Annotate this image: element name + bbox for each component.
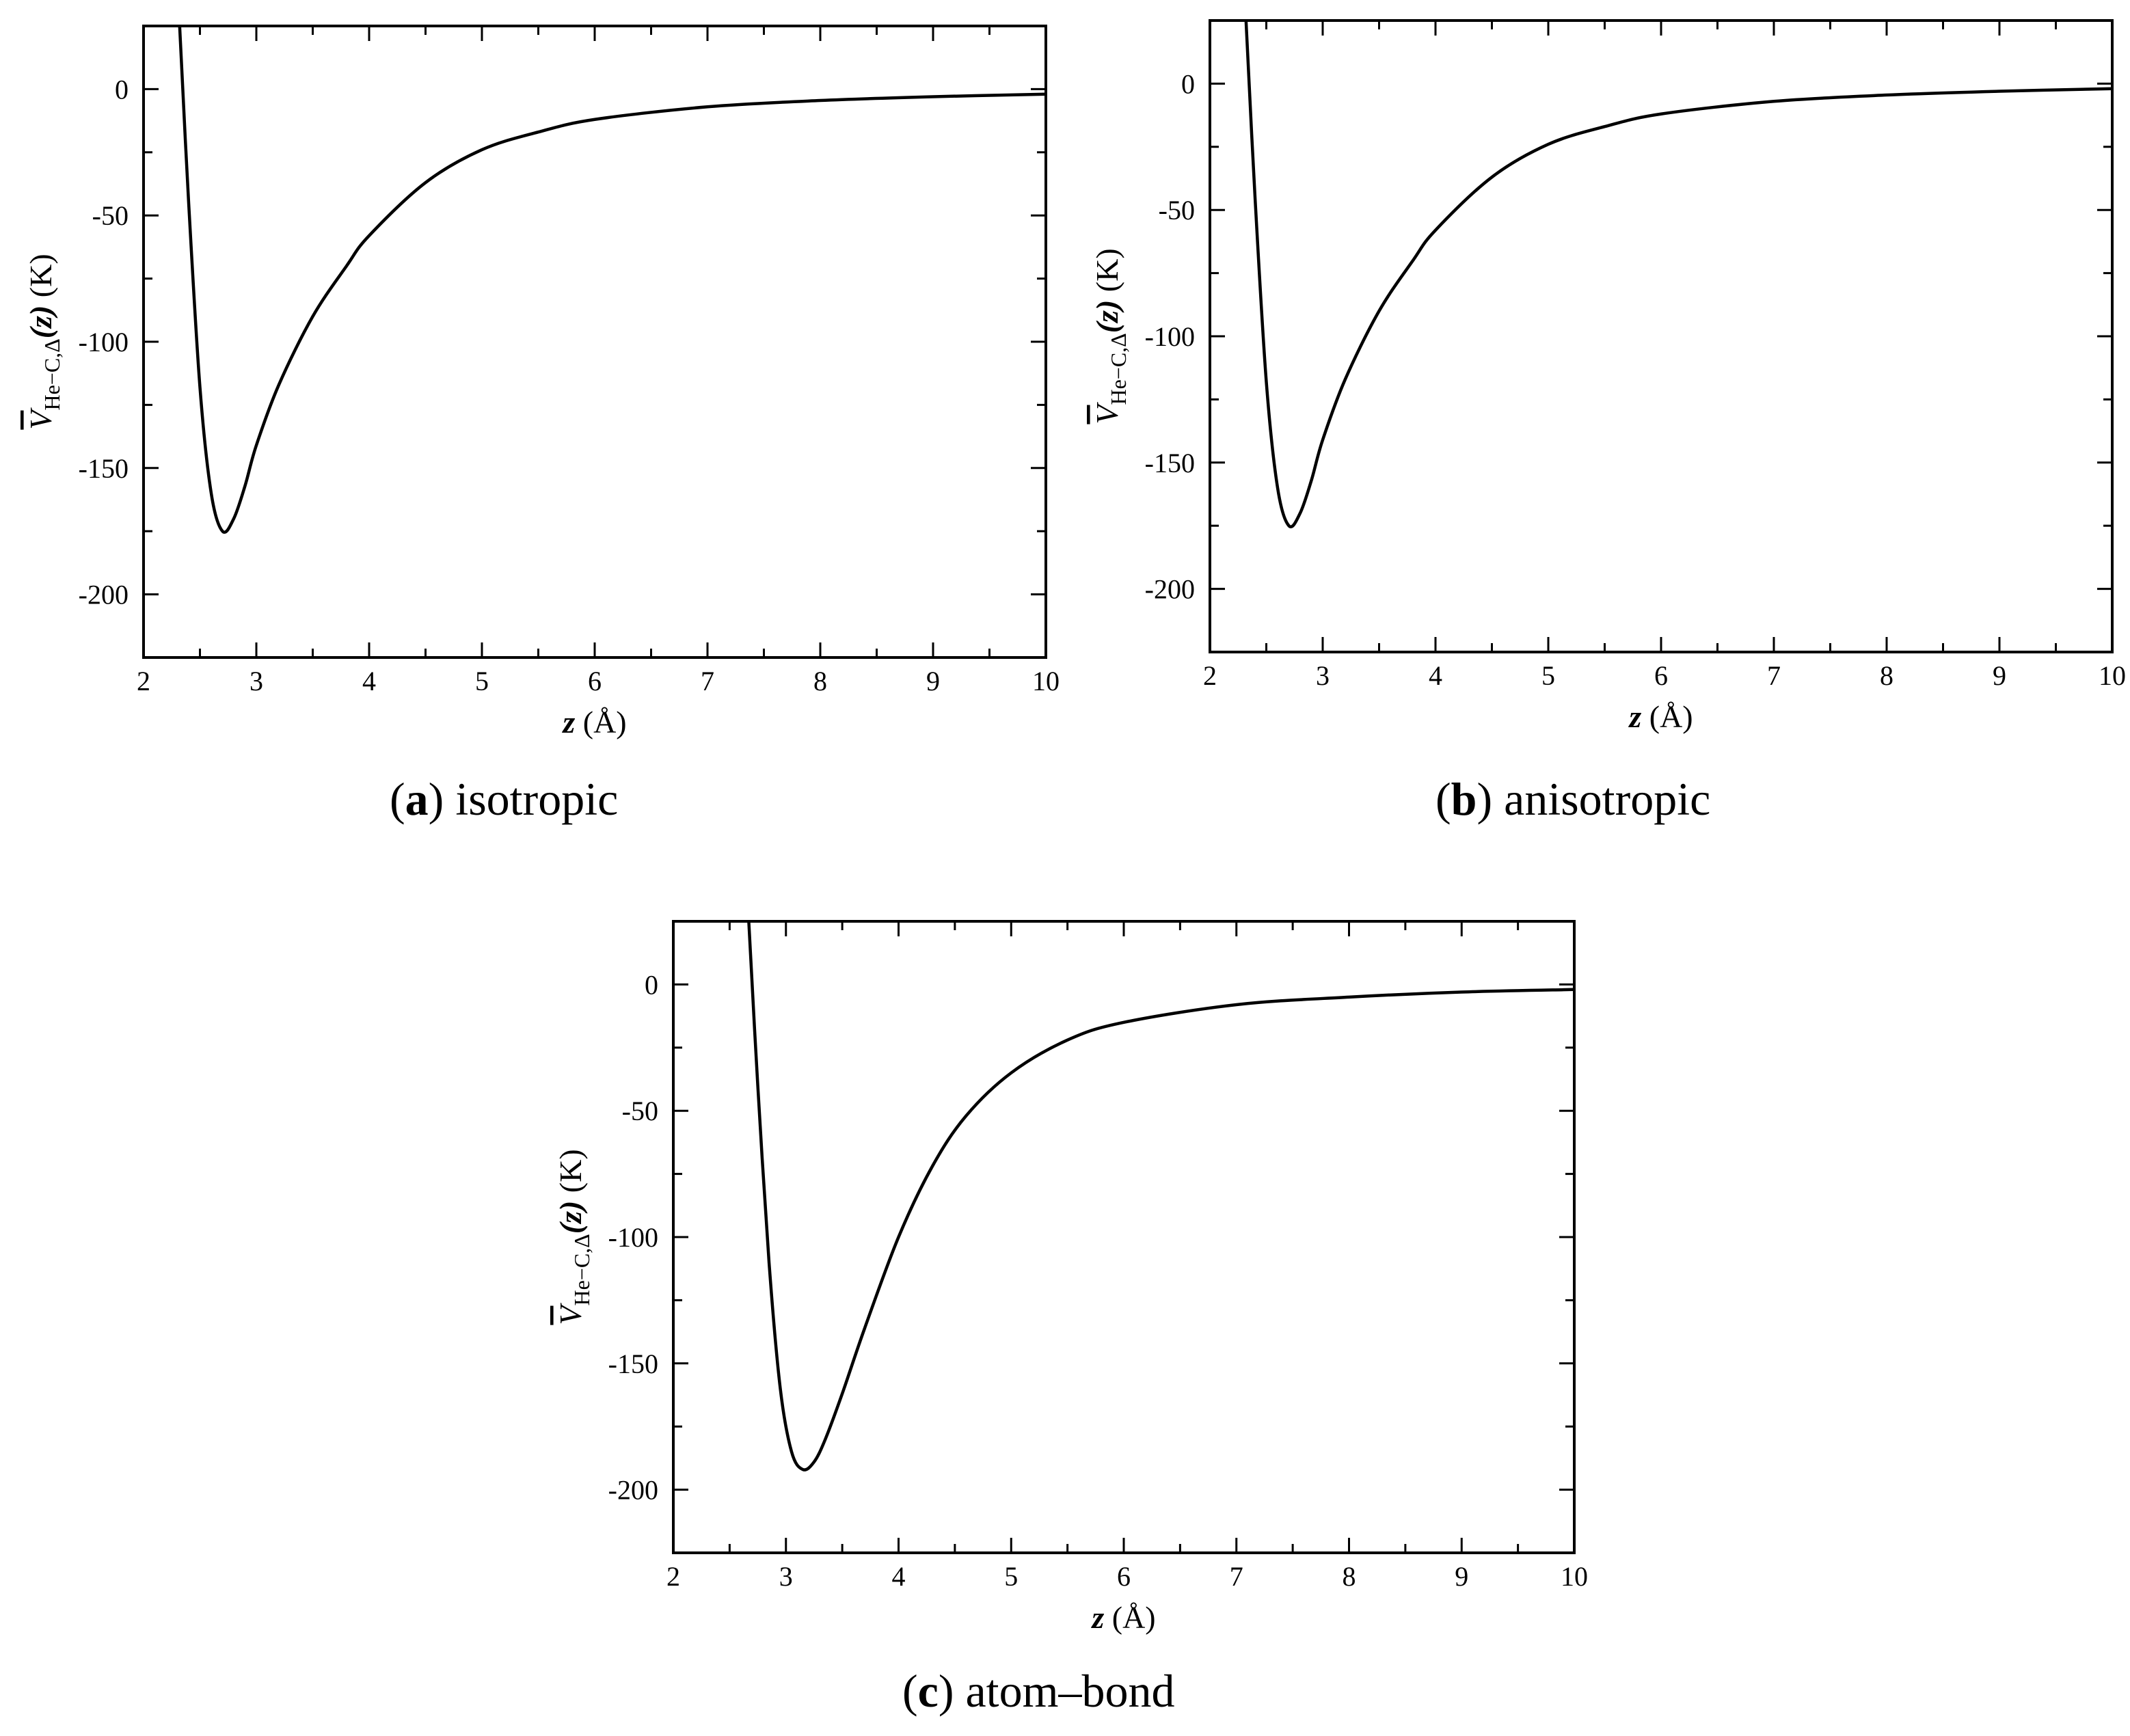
x-tick-label: 10 [2099, 660, 2126, 691]
caption-a-letter: a [405, 773, 429, 825]
y-tick-label: -200 [79, 580, 129, 610]
x-axis-label: z (Å) [1628, 699, 1693, 734]
y-axis-label: VHe−C,Δ(z) (K) [553, 1149, 594, 1325]
caption-b-letter: b [1451, 773, 1477, 825]
y-tick-label: -150 [1145, 448, 1195, 478]
chart-panel-b: 2 3 4 5 6 7 8 9 10 0 -50 -100 -150 -200 z (Å) VHe−C,Δ(z… [1066, 0, 2130, 752]
x-tick-label: 4 [362, 666, 376, 696]
caption-b: (b) anisotropic [1435, 773, 1711, 825]
x-tick-label: 7 [1767, 660, 1781, 691]
y-tick-label: -50 [1159, 195, 1195, 226]
x-tick-label: 10 [1561, 1561, 1588, 1592]
x-tick-label: 8 [1343, 1561, 1356, 1592]
x-tick-label: 3 [779, 1561, 793, 1592]
y-tick-label: 0 [1181, 68, 1195, 99]
x-tick-label: 9 [1455, 1561, 1468, 1592]
y-tick-label: 0 [645, 969, 658, 1000]
x-tick-label: 4 [892, 1561, 906, 1592]
x-tick-label: 10 [1032, 666, 1060, 696]
y-tick-label: -50 [92, 200, 129, 231]
chart-b-svg: 2 3 4 5 6 7 8 9 10 0 -50 -100 -150 -200 z (Å) VHe−C,Δ(z… [1090, 19, 2126, 734]
y-tick-label: -200 [608, 1475, 658, 1506]
y-tick-label: -150 [79, 453, 129, 484]
x-axis-label: z (Å) [561, 705, 626, 740]
chart-panel-a: 2 3 4 5 6 7 8 9 10 0 -50 -100 -150 -200 z (Å) VHe−C,Δ(z… [0, 0, 1066, 752]
x-tick-label: 3 [1316, 660, 1330, 691]
y-tick-label: -150 [608, 1348, 658, 1379]
y-tick-label: -100 [608, 1222, 658, 1253]
x-axis-label: z (Å) [1090, 1600, 1155, 1635]
x-tick-label: 2 [137, 666, 150, 696]
x-tick-label: 7 [701, 666, 714, 696]
y-tick-label: 0 [115, 74, 129, 105]
caption-c-letter: c [917, 1665, 939, 1717]
chart-c-svg: 2 3 4 5 6 7 8 9 10 0 -50 -100 -150 -200 z (Å) VHe−C,Δ(z… [553, 920, 1588, 1635]
x-tick-label: 3 [250, 666, 263, 696]
x-tick-label: 6 [1117, 1561, 1131, 1592]
x-tick-label: 8 [813, 666, 827, 696]
y-tick-label: -200 [1145, 574, 1195, 605]
x-tick-label: 9 [926, 666, 940, 696]
plot-frame [672, 920, 1576, 1554]
series-line-0 [747, 921, 1574, 1471]
caption-c: (c) atom–bond [902, 1665, 1175, 1717]
x-tick-label: 2 [666, 1561, 680, 1592]
x-tick-label: 5 [1541, 660, 1555, 691]
y-axis-label: VHe−C,Δ(z) (K) [23, 254, 64, 429]
caption-a-text: isotropic [455, 773, 619, 825]
x-tick-label: 8 [1880, 660, 1893, 691]
caption-c-text: atom–bond [965, 1665, 1175, 1717]
chart-panel-c: 2 3 4 5 6 7 8 9 10 0 -50 -100 -150 -200 z (Å) VHe−C,Δ(z… [533, 895, 1613, 1647]
x-tick-label: 5 [475, 666, 489, 696]
x-tick-label: 4 [1429, 660, 1442, 691]
x-tick-label: 7 [1230, 1561, 1243, 1592]
y-tick-label: -50 [622, 1096, 658, 1126]
x-tick-label: 6 [1654, 660, 1668, 691]
chart-a-svg: 2 3 4 5 6 7 8 9 10 0 -50 -100 -150 -200 z (Å) VHe−C,Δ(z… [23, 25, 1060, 740]
caption-a: (a) isotropic [390, 773, 619, 825]
caption-b-text: anisotropic [1504, 773, 1711, 825]
x-tick-label: 5 [1004, 1561, 1018, 1592]
series-line-0 [178, 26, 1046, 534]
y-axis-label: VHe−C,Δ(z) (K) [1090, 248, 1131, 424]
y-tick-label: -100 [79, 327, 129, 357]
series-line-0 [1244, 21, 2112, 528]
x-tick-label: 6 [588, 666, 602, 696]
x-tick-label: 9 [1993, 660, 2006, 691]
y-tick-label: -100 [1145, 321, 1195, 352]
x-tick-label: 2 [1203, 660, 1217, 691]
